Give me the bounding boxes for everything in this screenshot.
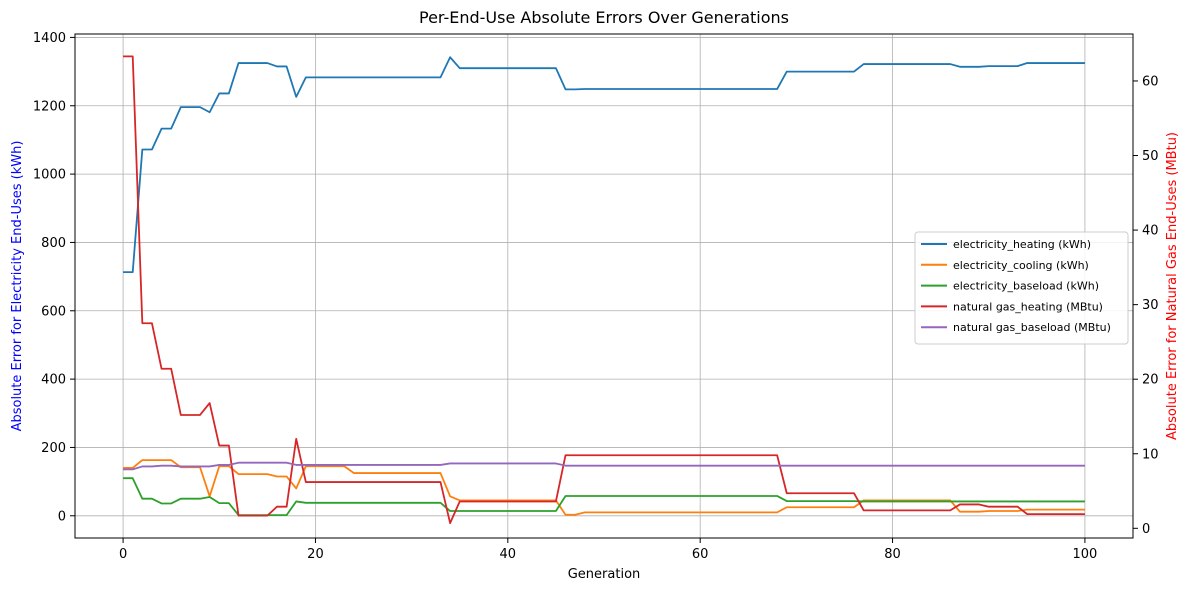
series-line-electricity-heating-kwh (123, 56, 1085, 274)
series-line-natural-gas-heating-mbtu (123, 55, 1085, 524)
x-tick-label: 20 (307, 547, 324, 562)
x-tick-label: 100 (1072, 547, 1097, 562)
legend-box (914, 231, 1129, 345)
x-axis-title: Generation (568, 567, 641, 582)
series-line-electricity-baseload-kwh (123, 477, 1085, 517)
y-left-tick-label: 1400 (33, 31, 66, 46)
x-tick-label: 0 (119, 547, 127, 562)
legend-label: electricity_cooling (kWh) (953, 259, 1089, 272)
y-left-tick-label: 0 (58, 509, 66, 524)
axis-ticks: 0 20 40 60 80 1000200400600800100012001400010… (33, 31, 1159, 562)
plot-frame (74, 33, 1134, 539)
legend-label: electricity_baseload (kWh) (953, 280, 1099, 293)
y-left-axis-title: Absolute Error for Electricity End-Uses … (10, 141, 25, 432)
x-tick-label: 60 (692, 547, 709, 562)
y-left-tick-label: 800 (41, 236, 66, 251)
y-right-tick-label: 60 (1142, 74, 1159, 89)
legend: electricity_heating (kWh) electricity_coo… (914, 231, 1129, 345)
y-left-tick-label: 400 (41, 373, 66, 388)
y-right-tick-label: 10 (1142, 447, 1159, 462)
y-right-tick-label: 0 (1142, 522, 1150, 537)
y-right-tick-label: 40 (1142, 224, 1159, 239)
y-right-tick-label: 30 (1142, 298, 1159, 313)
y-right-axis-title: Absolute Error for Natural Gas End-Uses … (1165, 132, 1180, 440)
x-tick-label: 80 (884, 547, 901, 562)
y-left-tick-label: 1200 (33, 99, 66, 114)
legend-label: electricity_heating (kWh) (953, 238, 1091, 251)
y-left-tick-label: 1000 (33, 168, 66, 183)
series-line-natural-gas-baseload-mbtu (123, 461, 1085, 471)
chart-title: Per-End-Use Absolute Errors Over Generat… (419, 8, 789, 27)
series-lines (123, 55, 1085, 524)
y-left-tick-label: 600 (41, 304, 66, 319)
legend-label: natural gas_heating (MBtu) (953, 300, 1103, 313)
y-right-tick-label: 20 (1142, 373, 1159, 388)
y-left-tick-label: 200 (41, 441, 66, 456)
y-right-tick-label: 50 (1142, 149, 1159, 164)
x-tick-label: 40 (500, 547, 517, 562)
legend-label: natural gas_baseload (MBtu) (953, 321, 1111, 334)
